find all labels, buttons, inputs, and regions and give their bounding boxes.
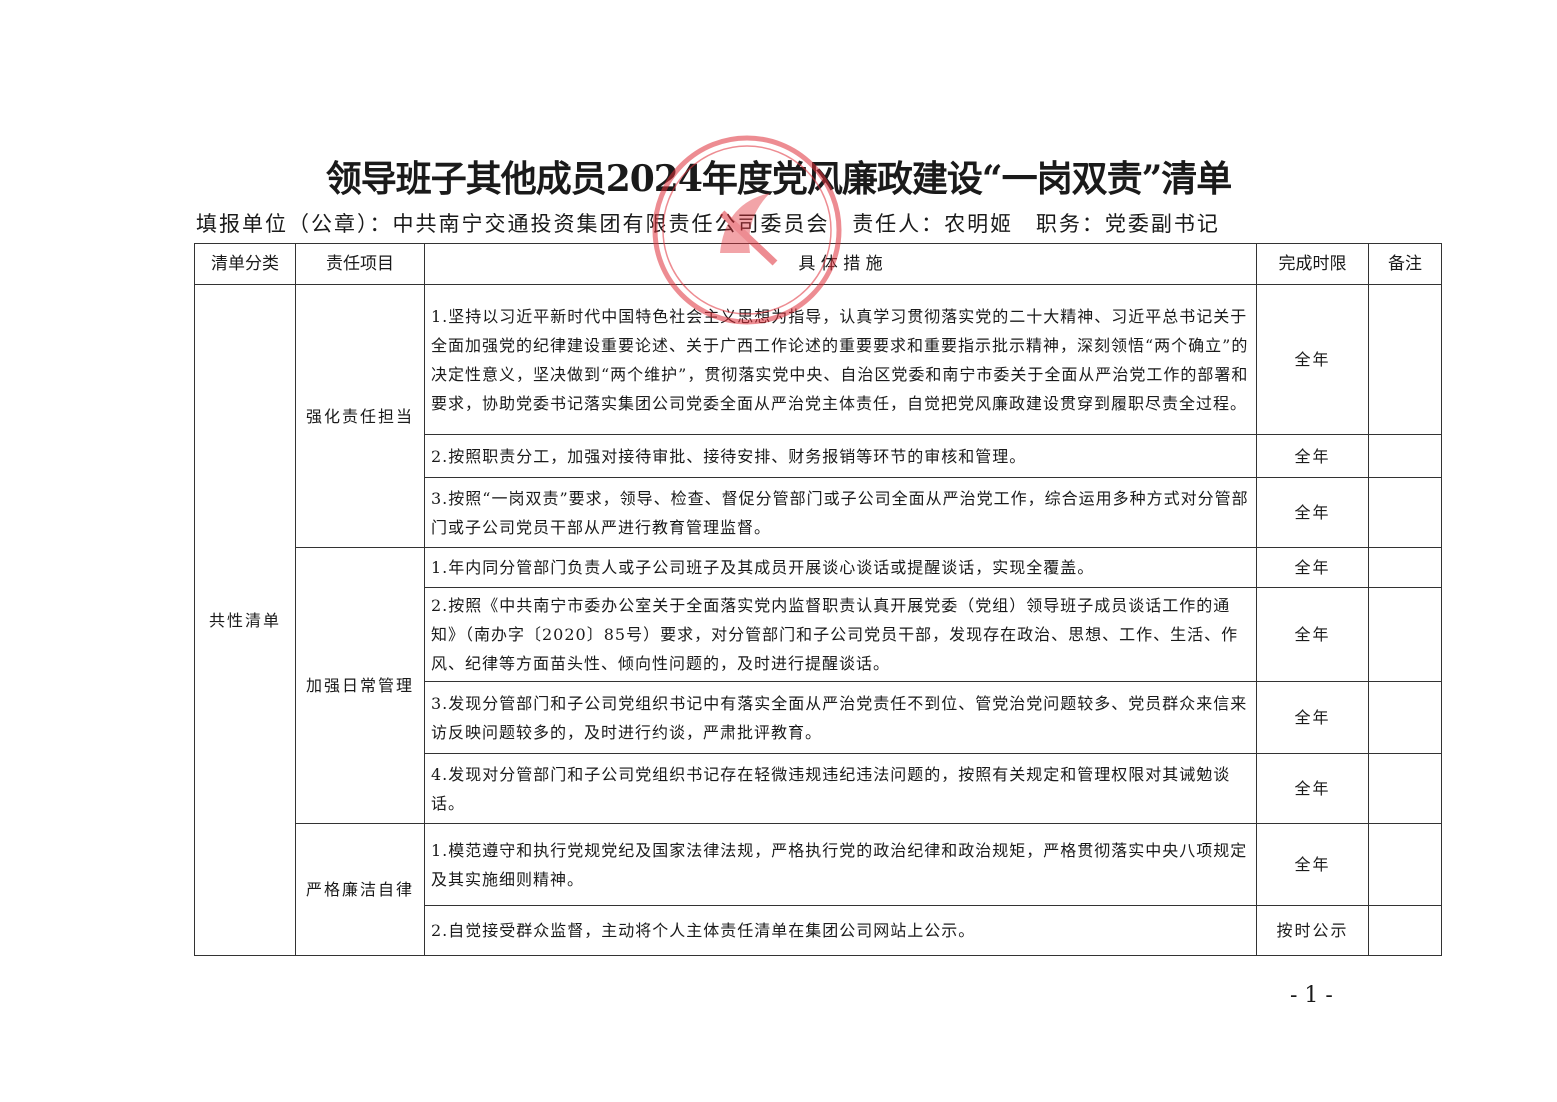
- table-header: 清单分类 责任项目 具 体 措 施 完成时限 备注: [194, 243, 1442, 285]
- measure-cell: 1.模范遵守和执行党规党纪及国家法律法规，严格执行党的政治纪律和政治规矩，严格贯…: [424, 823, 1257, 906]
- note-cell: [1368, 477, 1442, 548]
- position: 职务：党委副书记: [1035, 212, 1220, 236]
- measure-cell: 4.发现对分管部门和子公司党组织书记存在轻微违规违纪违法问题的，按照有关规定和管…: [424, 753, 1257, 824]
- deadline-cell: 全年: [1256, 823, 1369, 906]
- responsibility-item: 严格廉洁自律: [295, 823, 425, 956]
- document-title: 领导班子其他成员2024年度党风廉政建设“一岗双责”清单: [325, 158, 1233, 200]
- note-cell: [1368, 905, 1442, 956]
- responsibility-item: 加强日常管理: [295, 547, 425, 824]
- measure-cell: 3.发现分管部门和子公司党组织书记中有落实全面从严治党责任不到位、管党治党问题较…: [424, 681, 1257, 754]
- measure-cell: 2.自觉接受群众监督，主动将个人主体责任清单在集团公司网站上公示。: [424, 905, 1257, 956]
- deadline-cell: 全年: [1256, 753, 1369, 824]
- measure-cell: 1.年内同分管部门负责人或子公司班子及其成员开展谈心谈话或提醒谈话，实现全覆盖。: [424, 547, 1257, 588]
- measure-cell: 1.坚持以习近平新时代中国特色社会主义思想为指导，认真学习贯彻落实党的二十大精神…: [424, 284, 1257, 435]
- page-number: - 1 -: [1290, 983, 1333, 1008]
- category-cell: 共性清单: [194, 284, 296, 956]
- measure-cell: 2.按照职责分工，加强对接待审批、接待安排、财务报销等环节的审核和管理。: [424, 434, 1257, 478]
- deadline-cell: 全年: [1256, 434, 1369, 478]
- responsible-person: 责任人：农明姬: [852, 212, 1014, 236]
- deadline-cell: 全年: [1256, 477, 1369, 548]
- note-cell: [1368, 681, 1442, 754]
- table-row: 2.自觉接受群众监督，主动将个人主体责任清单在集团公司网站上公示。 按时公示: [195, 905, 1442, 956]
- table-row: 严格廉洁自律 1.模范遵守和执行党规党纪及国家法律法规，严格执行党的政治纪律和政治…: [195, 823, 1442, 956]
- note-cell: [1368, 547, 1442, 588]
- measure-cell: 2.按照《中共南宁市委办公室关于全面落实党内监督职责认真开展党委（党组）领导班子…: [424, 587, 1257, 682]
- header-category: 清单分类: [194, 243, 296, 285]
- measure-cell: 3.按照“一岗双责”要求，领导、检查、督促分管部门或子公司全面从严治党工作，综合…: [424, 477, 1257, 548]
- responsibility-table: 清单分类 责任项目 具 体 措 施 完成时限 备注 共性清单 强化责任担当 1.坚持…: [194, 243, 1442, 956]
- deadline-cell: 全年: [1256, 681, 1369, 754]
- reporting-unit: 填报单位（公章）：中共南宁交通投资集团有限责任公司委员会: [196, 212, 830, 236]
- table-row: 加强日常管理 1.年内同分管部门负责人或子公司班子及其成员开展谈心谈话或提醒谈话，…: [195, 547, 1442, 824]
- header-item: 责任项目: [295, 243, 425, 285]
- note-cell: [1368, 284, 1442, 435]
- header-deadline: 完成时限: [1256, 243, 1369, 285]
- header-note: 备注: [1368, 243, 1442, 285]
- deadline-cell: 全年: [1256, 284, 1369, 435]
- table-row: 3.按照“一岗双责”要求，领导、检查、督促分管部门或子公司全面从严治党工作，综合…: [195, 477, 1442, 548]
- table-row: 3.发现分管部门和子公司党组织书记中有落实全面从严治党责任不到位、管党治党问题较…: [195, 681, 1442, 754]
- table-row: 2.按照《中共南宁市委办公室关于全面落实党内监督职责认真开展党委（党组）领导班子…: [195, 587, 1442, 682]
- header-measures: 具 体 措 施: [424, 243, 1257, 285]
- deadline-cell: 按时公示: [1256, 905, 1369, 956]
- note-cell: [1368, 587, 1442, 682]
- responsibility-item: 强化责任担当: [295, 284, 425, 548]
- table-row: 共性清单 强化责任担当 1.坚持以习近平新时代中国特色社会主义思想为指导，认真学习贯…: [194, 284, 1442, 956]
- table-row: 2.按照职责分工，加强对接待审批、接待安排、财务报销等环节的审核和管理。 全年: [195, 434, 1442, 478]
- note-cell: [1368, 823, 1442, 906]
- deadline-cell: 全年: [1256, 547, 1369, 588]
- table-row: 4.发现对分管部门和子公司党组织书记存在轻微违规违纪违法问题的，按照有关规定和管…: [195, 753, 1442, 824]
- deadline-cell: 全年: [1256, 587, 1369, 682]
- note-cell: [1368, 753, 1442, 824]
- note-cell: [1368, 434, 1442, 478]
- report-info: 填报单位（公章）：中共南宁交通投资集团有限责任公司委员会 责任人：农明姬 职务：…: [196, 208, 1234, 238]
